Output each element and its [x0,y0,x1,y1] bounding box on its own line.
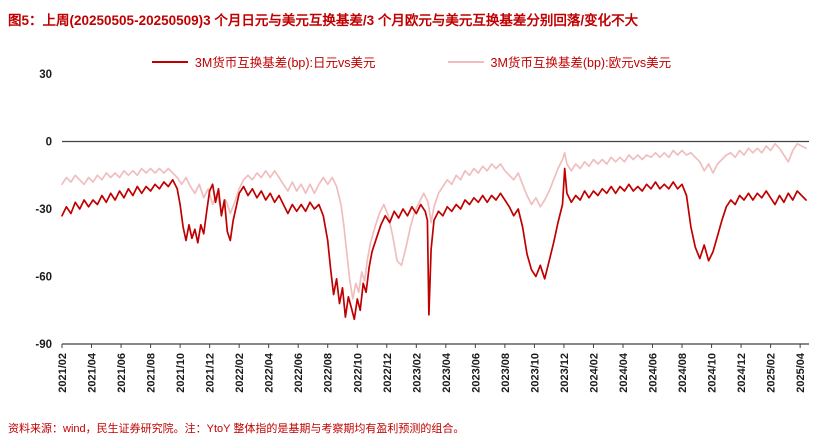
y-tick-label: 0 [46,137,52,149]
chart-legend: 3M货币互换基差(bp):日元vs美元 3M货币互换基差(bp):欧元vs美元 [0,52,823,71]
x-tick-label: 2023/06 [470,353,482,393]
x-tick-label: 2022/08 [323,353,335,393]
x-tick-label: 2021/04 [87,352,99,393]
x-tick-label: 2023/10 [529,353,541,393]
x-tick-label: 2024/02 [588,353,600,393]
x-tick-label: 2024/04 [618,352,630,393]
x-tick-label: 2021/12 [205,353,217,393]
x-tick-label: 2023/02 [411,353,423,393]
x-tick-label: 2022/02 [234,353,246,393]
x-tick-label: 2024/08 [677,353,689,393]
x-tick-label: 2022/04 [264,352,276,393]
legend-label-eur: 3M货币互换基差(bp):欧元vs美元 [490,56,672,70]
x-tick-label: 2025/04 [795,352,807,393]
legend-item-eur: 3M货币互换基差(bp):欧元vs美元 [447,52,672,71]
x-tick-label: 2022/10 [352,353,364,393]
source-note: 资料来源：wind，民生证券研究院。注：YtoY 整体指的是基期与考察期均有盈利… [8,423,465,435]
y-tick-label: -90 [35,339,52,351]
x-tick-label: 2021/08 [146,353,158,393]
legend-label-jpy: 3M货币互换基差(bp):日元vs美元 [194,56,376,70]
y-tick-label: -60 [35,272,52,284]
jpy-series-line [61,167,807,321]
x-tick-label: 2022/06 [293,353,305,393]
chart-svg: 30 0 -30 -60 -90 2021/02 2021/04 2021/06 2021/08… [35,69,809,393]
x-tick-label: 2021/06 [116,353,128,393]
x-tick-label: 2022/12 [382,353,394,393]
x-tick-label: 2024/06 [648,353,660,393]
y-tick-label: -30 [35,204,52,216]
x-tick-label: 2024/10 [707,353,719,393]
eur-line-swatch [447,60,484,63]
figure-title: 图5：上周(20250505-20250509)3 个月日元与美元互换基差/3 … [8,13,639,28]
x-tick-label: 2024/12 [736,353,748,393]
eur-series-line [61,142,807,300]
x-tick-label: 2021/10 [175,353,187,393]
x-tick-label: 2023/12 [559,353,571,393]
x-tick-label: 2021/02 [57,353,69,393]
x-tick-label: 2025/02 [766,353,778,393]
legend-item-jpy: 3M货币互换基差(bp):日元vs美元 [151,52,376,71]
x-tick-label: 2023/04 [441,352,453,393]
y-tick-label: 30 [39,69,52,81]
x-tick-label: 2023/08 [500,353,512,393]
jpy-line-swatch [151,60,188,63]
